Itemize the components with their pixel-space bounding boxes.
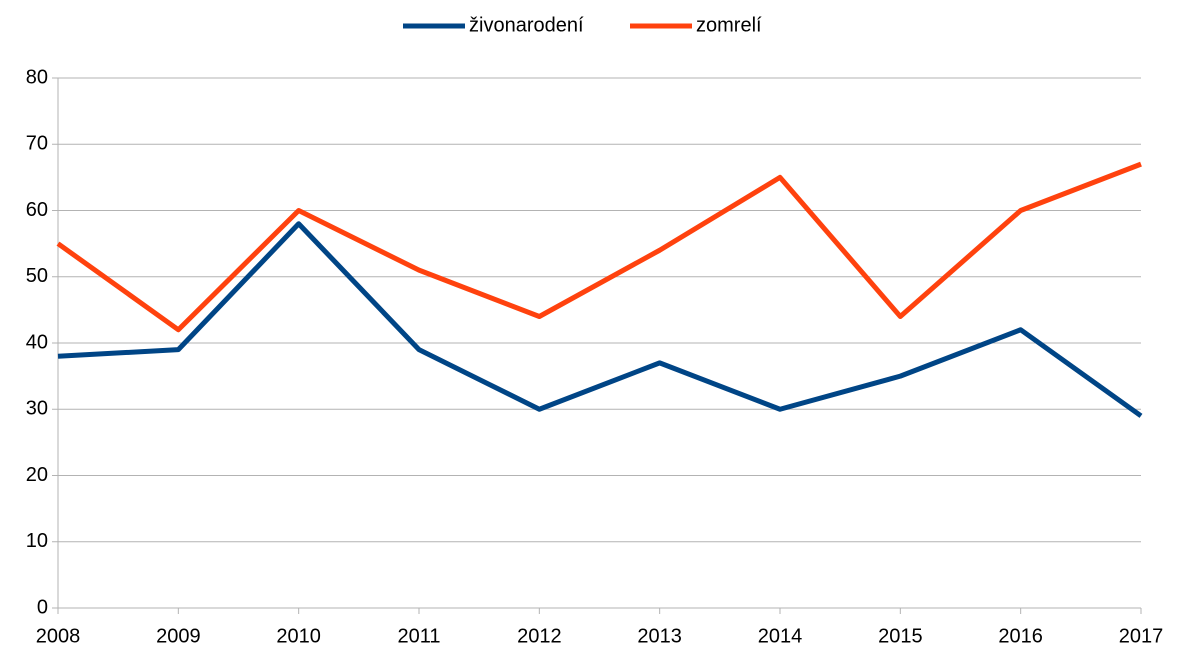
x-tick-label: 2016 xyxy=(998,625,1043,647)
x-tick-label: 2015 xyxy=(878,625,923,647)
y-tick-label: 60 xyxy=(26,199,48,221)
series-line xyxy=(56,161,1142,333)
y-tick-label: 70 xyxy=(26,133,48,155)
x-tick-label: 2014 xyxy=(758,625,803,647)
y-tick-label: 0 xyxy=(37,596,48,618)
legend-label: živonarodení xyxy=(469,14,584,36)
x-tick-label: 2011 xyxy=(397,625,440,647)
x-tick-label: 2012 xyxy=(517,625,562,647)
x-tick-label: 2010 xyxy=(276,625,321,647)
y-tick-label: 10 xyxy=(26,530,48,552)
x-tick-label: 2017 xyxy=(1119,625,1164,647)
y-tick-label: 50 xyxy=(26,265,48,287)
y-tick-label: 40 xyxy=(26,331,48,353)
series-line xyxy=(57,221,1143,418)
x-tick-label: 2013 xyxy=(637,625,682,647)
y-tick-label: 80 xyxy=(26,66,48,88)
legend-label: zomrelí xyxy=(696,14,762,36)
x-tick-label: 2008 xyxy=(36,625,81,647)
y-tick-label: 20 xyxy=(26,464,48,486)
x-tick-label: 2009 xyxy=(156,625,201,647)
y-tick-label: 30 xyxy=(26,398,48,420)
